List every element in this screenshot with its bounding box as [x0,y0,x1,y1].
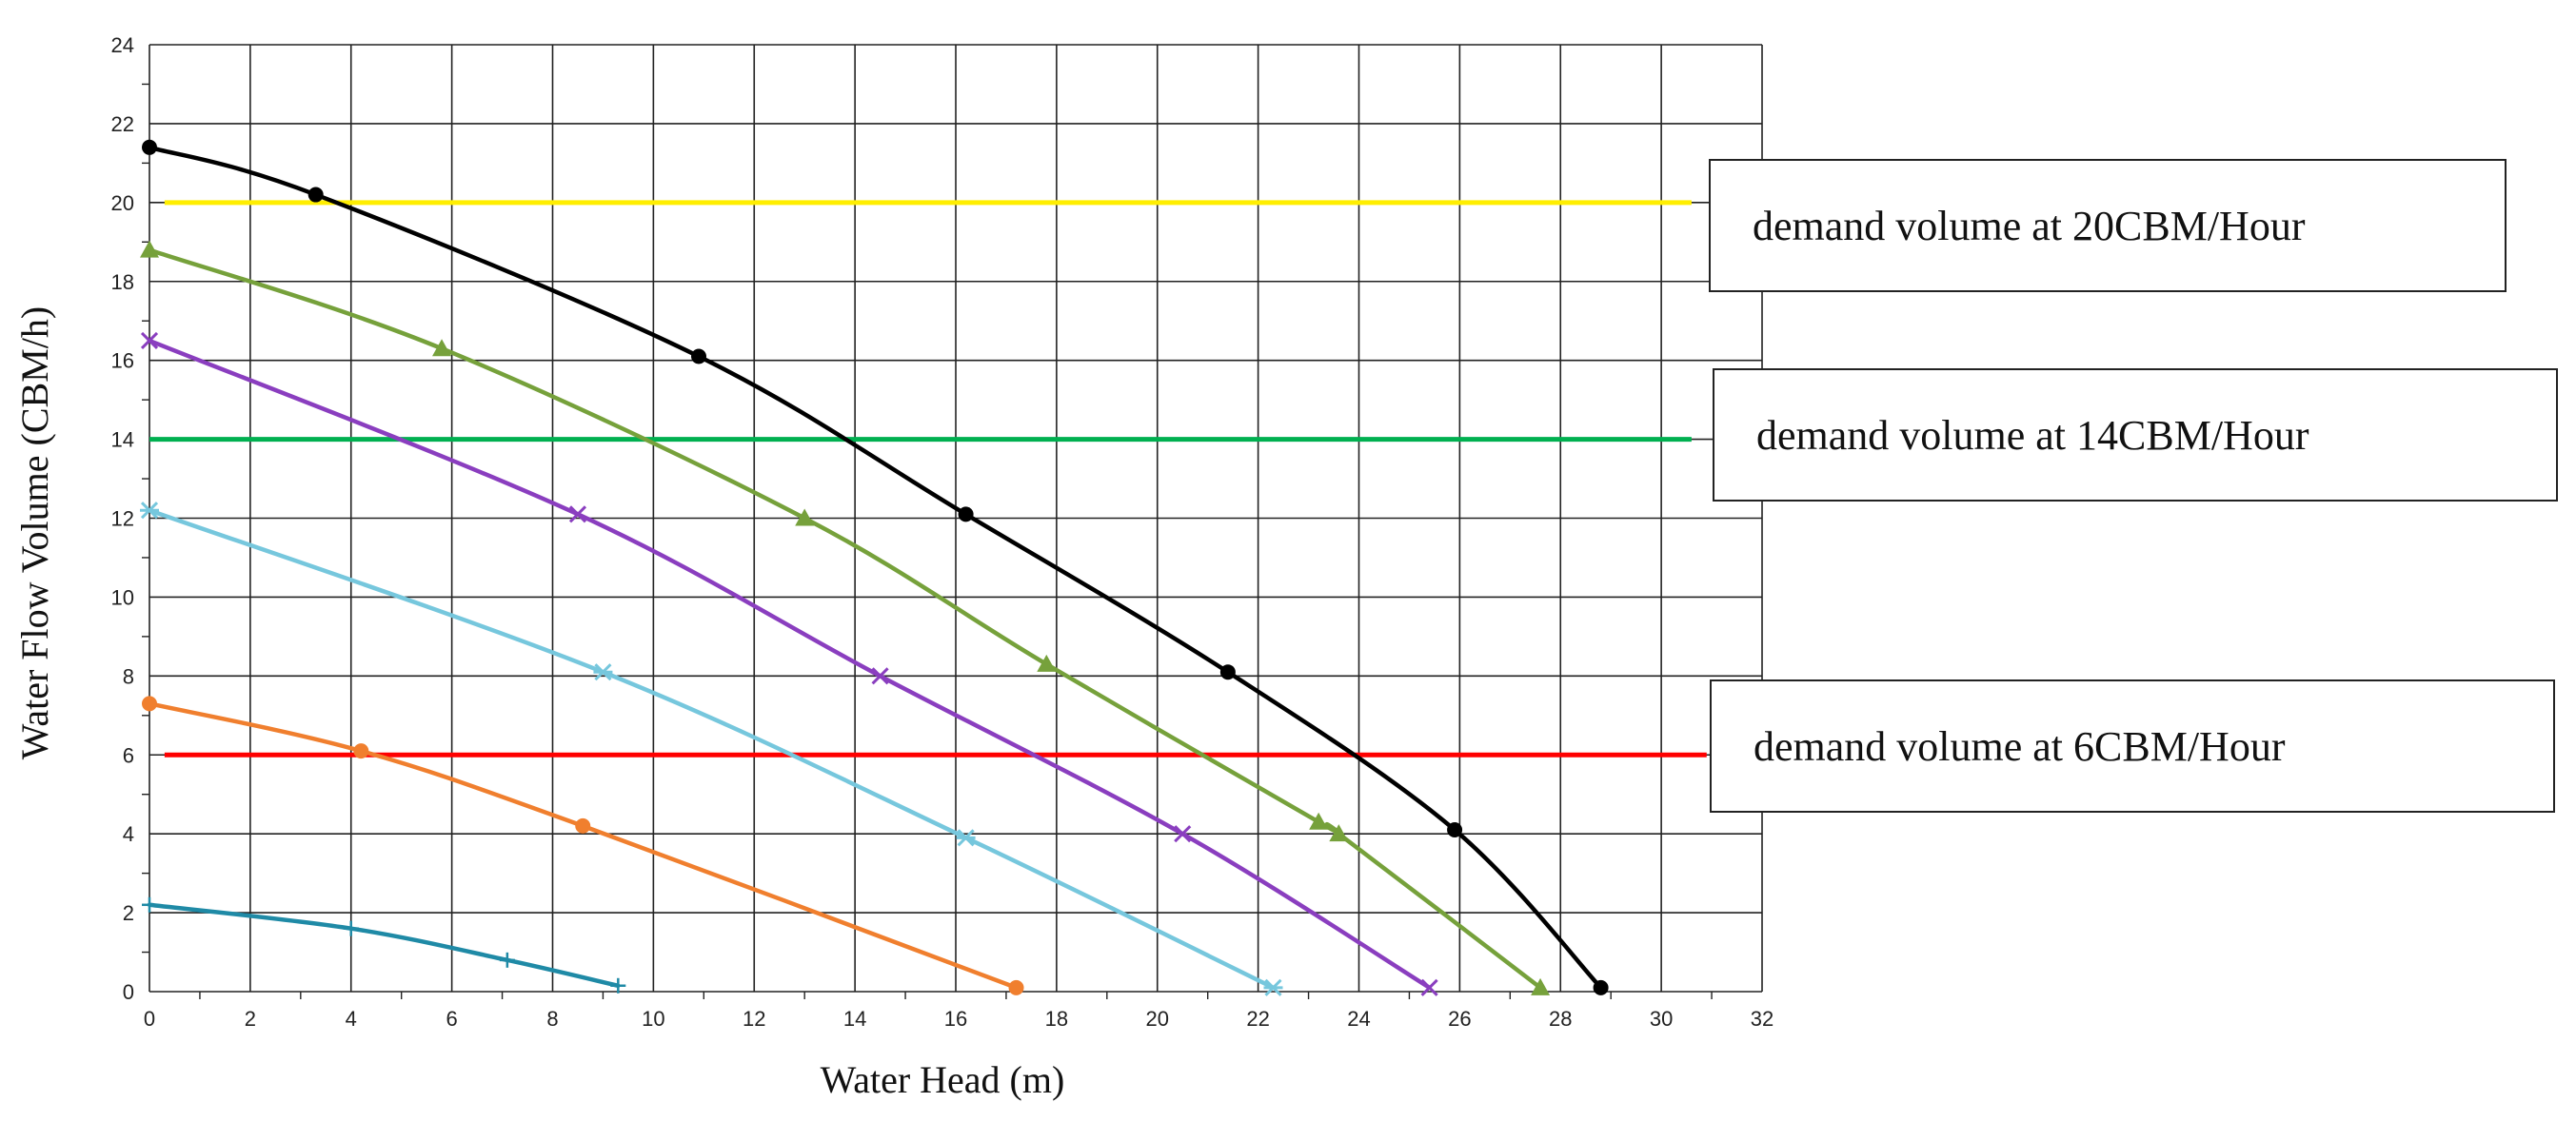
data-point [575,817,591,834]
y-tick-label: 20 [111,191,134,215]
data-point [1447,822,1463,838]
x-axis-title: Water Head (m) [821,1058,1065,1101]
series-curve-group [140,331,1438,996]
legend-label-demand-14: demand volume at 14CBM/Hour [1756,411,2309,459]
x-tick-label: 24 [1347,1007,1370,1031]
data-point [795,508,815,526]
y-axis-title: Water Flow Volume (CBM/h) [13,306,56,759]
y-tick-label: 10 [111,585,134,609]
x-tick-label: 28 [1549,1007,1572,1031]
series-group [140,139,1609,996]
data-point [140,331,159,349]
x-tick-label: 30 [1650,1007,1673,1031]
data-point [1593,979,1609,995]
series-line [147,902,621,989]
x-tick-label: 8 [546,1007,558,1031]
data-point [142,896,157,913]
data-point [1263,978,1283,996]
data-point [1329,824,1349,842]
x-tick-label: 16 [944,1007,967,1031]
series-line [147,507,1276,991]
x-tick-labels: 0 2 4 6 8 10 12 14 16 18 20 22 24 26 28 30 32 [144,1007,1773,1031]
data-point [593,663,613,681]
data-point [353,743,369,759]
y-tick-label: 16 [111,349,134,373]
y-tick-label: 12 [111,507,134,531]
data-point [871,667,889,685]
y-tick-label: 2 [123,901,134,925]
legend-box-demand-20: demand volume at 20CBM/Hour [1709,159,2507,292]
y-tick-label: 22 [111,112,134,136]
x-tick-label: 2 [245,1007,256,1031]
data-point [1008,979,1024,995]
y-tick-label: 8 [123,664,134,688]
data-point [140,240,159,258]
data-point [140,502,159,520]
x-tick-label: 12 [743,1007,765,1031]
legend-box-demand-6: demand volume at 6CBM/Hour [1710,679,2555,813]
x-tick-label: 22 [1246,1007,1269,1031]
data-point [307,187,324,203]
y-tick-label: 18 [111,270,134,294]
x-tick-label: 4 [346,1007,357,1031]
data-point [610,977,626,994]
data-point [1309,812,1329,830]
x-tick-label: 32 [1751,1007,1773,1031]
data-point [691,348,707,364]
y-tick-label: 0 [123,980,134,1004]
y-tick-label: 14 [111,428,134,452]
x-tick-label: 18 [1045,1007,1068,1031]
data-point [1531,977,1551,995]
y-tick-label: 4 [123,822,134,846]
data-point [958,506,974,522]
series-curve-group [142,696,1024,995]
x-tick-label: 6 [446,1007,458,1031]
y-tick-label: 24 [111,33,134,57]
series-curve-group [140,502,1283,996]
series-line [147,338,1432,991]
data-point [1420,978,1438,996]
data-point [343,920,359,936]
legend-label-demand-6: demand volume at 6CBM/Hour [1754,722,2286,770]
data-point [1174,825,1192,843]
data-point [956,829,976,847]
series-curve-group [142,896,626,994]
demand-lines [149,200,1707,758]
legend-label-demand-20: demand volume at 20CBM/Hour [1753,202,2306,249]
plot-background [69,0,1826,1064]
data-point [499,952,515,968]
series-line [147,701,1019,991]
series-curve-group [142,139,1609,995]
data-point [1219,664,1236,680]
data-point [568,505,587,523]
data-point [432,339,452,357]
data-point [1037,654,1057,672]
data-point [142,139,157,155]
series-curve-group [140,240,1551,995]
x-tick-label: 14 [843,1007,866,1031]
y-tick-label: 6 [123,743,134,767]
legend-box-demand-14: demand volume at 14CBM/Hour [1713,368,2558,502]
x-tick-label: 0 [144,1007,155,1031]
x-tick-label: 10 [642,1007,664,1031]
data-point [142,696,157,712]
x-tick-label: 20 [1146,1007,1169,1031]
x-tick-label: 26 [1448,1007,1471,1031]
